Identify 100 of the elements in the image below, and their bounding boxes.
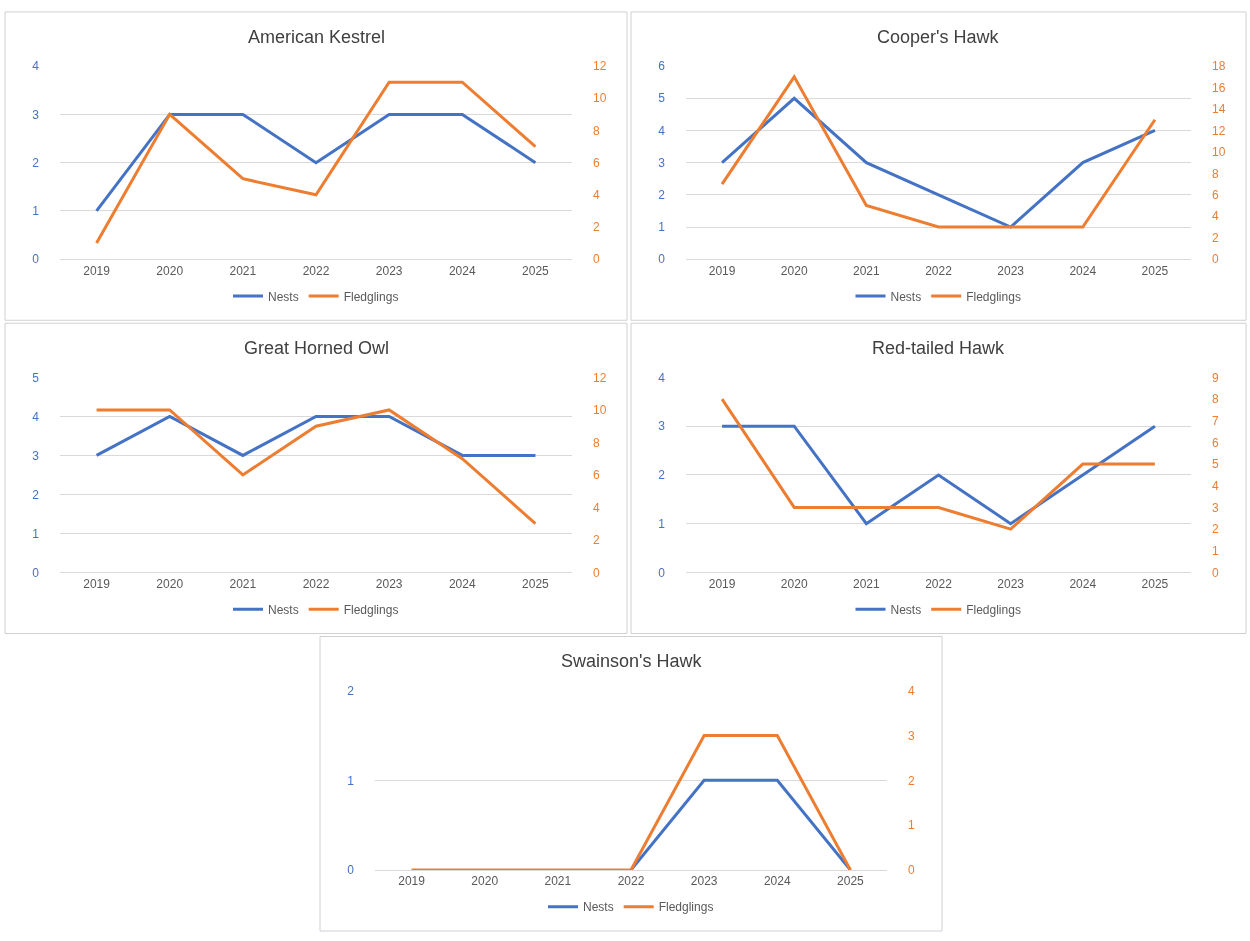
y-tick-label: 0 xyxy=(658,565,666,580)
y-tick-label: 1 xyxy=(32,204,40,219)
x-tick-label: 2025 xyxy=(522,263,550,278)
y2-tick-label: 0 xyxy=(908,863,915,878)
y2-tick-label: 4 xyxy=(1212,209,1219,224)
y2-tick-label: 4 xyxy=(593,500,600,515)
y2-tick-label: 0 xyxy=(593,252,600,267)
y2-tick-label: 5 xyxy=(1212,457,1219,472)
legend-label: Fledglings xyxy=(966,602,1021,617)
y2-tick-label: 2 xyxy=(1212,522,1219,537)
x-tick-label: 2024 xyxy=(763,874,791,889)
x-tick-label: 2023 xyxy=(690,874,718,889)
legend-label: Nests xyxy=(268,602,299,617)
y2-tick-label: 12 xyxy=(593,370,607,385)
x-tick-label: 2020 xyxy=(156,263,184,278)
y2-tick-label: 3 xyxy=(1212,500,1219,515)
x-tick-label: 2019 xyxy=(398,874,426,889)
y2-tick-label: 6 xyxy=(593,155,600,170)
y-tick-label: 3 xyxy=(32,107,40,122)
x-tick-label: 2020 xyxy=(780,263,808,278)
x-tick-label: 2021 xyxy=(853,576,881,591)
y-tick-label: 1 xyxy=(658,220,666,235)
y2-tick-label: 0 xyxy=(1212,565,1219,580)
y2-tick-label: 12 xyxy=(1212,123,1226,138)
line-series xyxy=(720,397,1157,531)
x-tick-label: 2025 xyxy=(837,874,865,889)
y-tick-label: 5 xyxy=(32,370,40,385)
y-tick-label: 3 xyxy=(658,155,666,170)
y-tick-label: 0 xyxy=(32,252,40,267)
x-tick-label: 2020 xyxy=(780,576,808,591)
x-tick-label: 2019 xyxy=(83,576,111,591)
y2-tick-label: 4 xyxy=(1212,478,1219,493)
x-tick-label: 2023 xyxy=(375,263,403,278)
y-tick-label: 2 xyxy=(658,468,666,483)
legend-label: Nests xyxy=(268,289,299,304)
y2-tick-label: 12 xyxy=(593,59,607,74)
y2-tick-label: 4 xyxy=(593,188,600,203)
chart-title: Swainson's Hawk xyxy=(561,651,703,671)
y2-tick-label: 6 xyxy=(593,468,600,483)
x-tick-label: 2021 xyxy=(229,576,257,591)
y-tick-label: 2 xyxy=(658,188,666,203)
y-tick-label: 1 xyxy=(347,773,355,788)
y2-tick-label: 8 xyxy=(1212,166,1219,181)
line-series xyxy=(95,80,537,245)
y-tick-label: 1 xyxy=(658,516,666,531)
y2-tick-label: 0 xyxy=(593,565,600,580)
x-tick-label: 2021 xyxy=(544,874,572,889)
x-tick-label: 2025 xyxy=(1141,576,1169,591)
x-tick-label: 2024 xyxy=(448,576,476,591)
x-tick-label: 2021 xyxy=(229,263,257,278)
x-tick-label: 2025 xyxy=(522,576,550,591)
y-tick-label: 4 xyxy=(32,409,40,424)
x-tick-label: 2019 xyxy=(708,263,736,278)
x-tick-label: 2024 xyxy=(1069,263,1097,278)
y2-tick-label: 6 xyxy=(1212,188,1219,203)
x-tick-label: 2019 xyxy=(708,576,736,591)
y2-tick-label: 6 xyxy=(1212,435,1219,450)
legend-label: Fledglings xyxy=(343,289,399,304)
y-tick-label: 5 xyxy=(658,91,666,106)
x-tick-label: 2023 xyxy=(375,576,403,591)
y2-tick-label: 10 xyxy=(593,403,607,418)
y2-tick-label: 2 xyxy=(593,533,600,548)
x-tick-label: 2024 xyxy=(1069,576,1097,591)
x-tick-label: 2020 xyxy=(156,576,184,591)
chart-title: Great Horned Owl xyxy=(244,338,390,358)
y2-tick-label: 2 xyxy=(593,220,600,235)
x-tick-label: 2022 xyxy=(302,263,330,278)
chart-title: Red-tailed Hawk xyxy=(872,338,1006,358)
x-tick-label: 2020 xyxy=(471,874,499,889)
y-tick-label: 3 xyxy=(32,448,40,463)
legend-label: Nests xyxy=(890,602,922,617)
x-tick-label: 2023 xyxy=(997,576,1025,591)
y2-tick-label: 8 xyxy=(593,123,600,138)
y2-tick-label: 7 xyxy=(1212,413,1219,428)
y-tick-label: 2 xyxy=(347,683,355,698)
y-tick-label: 6 xyxy=(658,59,666,74)
chart-title: American Kestrel xyxy=(248,27,386,47)
x-tick-label: 2022 xyxy=(617,874,645,889)
y-tick-label: 4 xyxy=(32,59,40,74)
y2-tick-label: 3 xyxy=(908,728,915,743)
x-tick-label: 2022 xyxy=(925,576,953,591)
x-tick-label: 2023 xyxy=(997,263,1025,278)
y-tick-label: 1 xyxy=(32,526,40,541)
y2-tick-label: 2 xyxy=(908,773,915,788)
y2-tick-label: 2 xyxy=(1212,230,1219,245)
y2-tick-label: 18 xyxy=(1212,59,1226,74)
x-tick-label: 2019 xyxy=(83,263,111,278)
legend-label: Nests xyxy=(583,900,614,915)
y2-tick-label: 14 xyxy=(1212,102,1226,117)
y-tick-label: 2 xyxy=(32,487,40,502)
x-tick-label: 2022 xyxy=(925,263,953,278)
legend-label: Nests xyxy=(890,289,922,304)
y2-tick-label: 1 xyxy=(908,818,915,833)
y-tick-label: 3 xyxy=(658,419,666,434)
y2-tick-label: 9 xyxy=(1212,370,1219,385)
y-tick-label: 0 xyxy=(347,863,355,878)
chart-title: Cooper's Hawk xyxy=(877,27,1000,47)
x-tick-label: 2021 xyxy=(853,263,881,278)
x-tick-label: 2024 xyxy=(448,263,476,278)
legend-label: Fledglings xyxy=(658,900,714,915)
